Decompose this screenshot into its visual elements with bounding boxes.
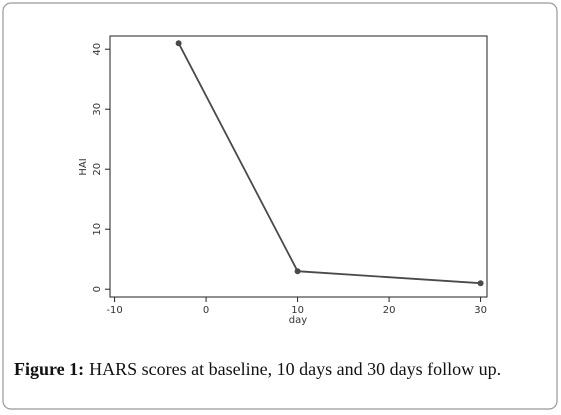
figure-border <box>2 2 558 410</box>
y-tick-label: 40 <box>92 43 103 56</box>
x-tick-label: 20 <box>383 305 396 316</box>
data-point <box>175 40 182 47</box>
data-point <box>294 268 301 275</box>
caption-text: HARS scores at baseline, 10 days and 30 … <box>89 359 501 379</box>
caption: Figure 1: HARS scores at baseline, 10 day… <box>14 359 501 379</box>
x-tick-label: -10 <box>106 305 122 316</box>
caption-label: Figure 1: <box>14 359 84 379</box>
plot-frame <box>109 35 488 298</box>
x-tick-label: 0 <box>203 305 209 316</box>
y-tick-label: 30 <box>92 103 103 116</box>
x-axis-label: day <box>289 315 307 326</box>
y-axis-label: HAI <box>78 158 89 175</box>
x-tick-label: 10 <box>291 305 304 316</box>
y-tick-label: 20 <box>92 163 103 176</box>
y-tick-label: 0 <box>92 286 103 292</box>
x-tick-label: 30 <box>474 305 487 316</box>
data-point <box>477 280 484 287</box>
y-tick-label: 10 <box>92 223 103 236</box>
